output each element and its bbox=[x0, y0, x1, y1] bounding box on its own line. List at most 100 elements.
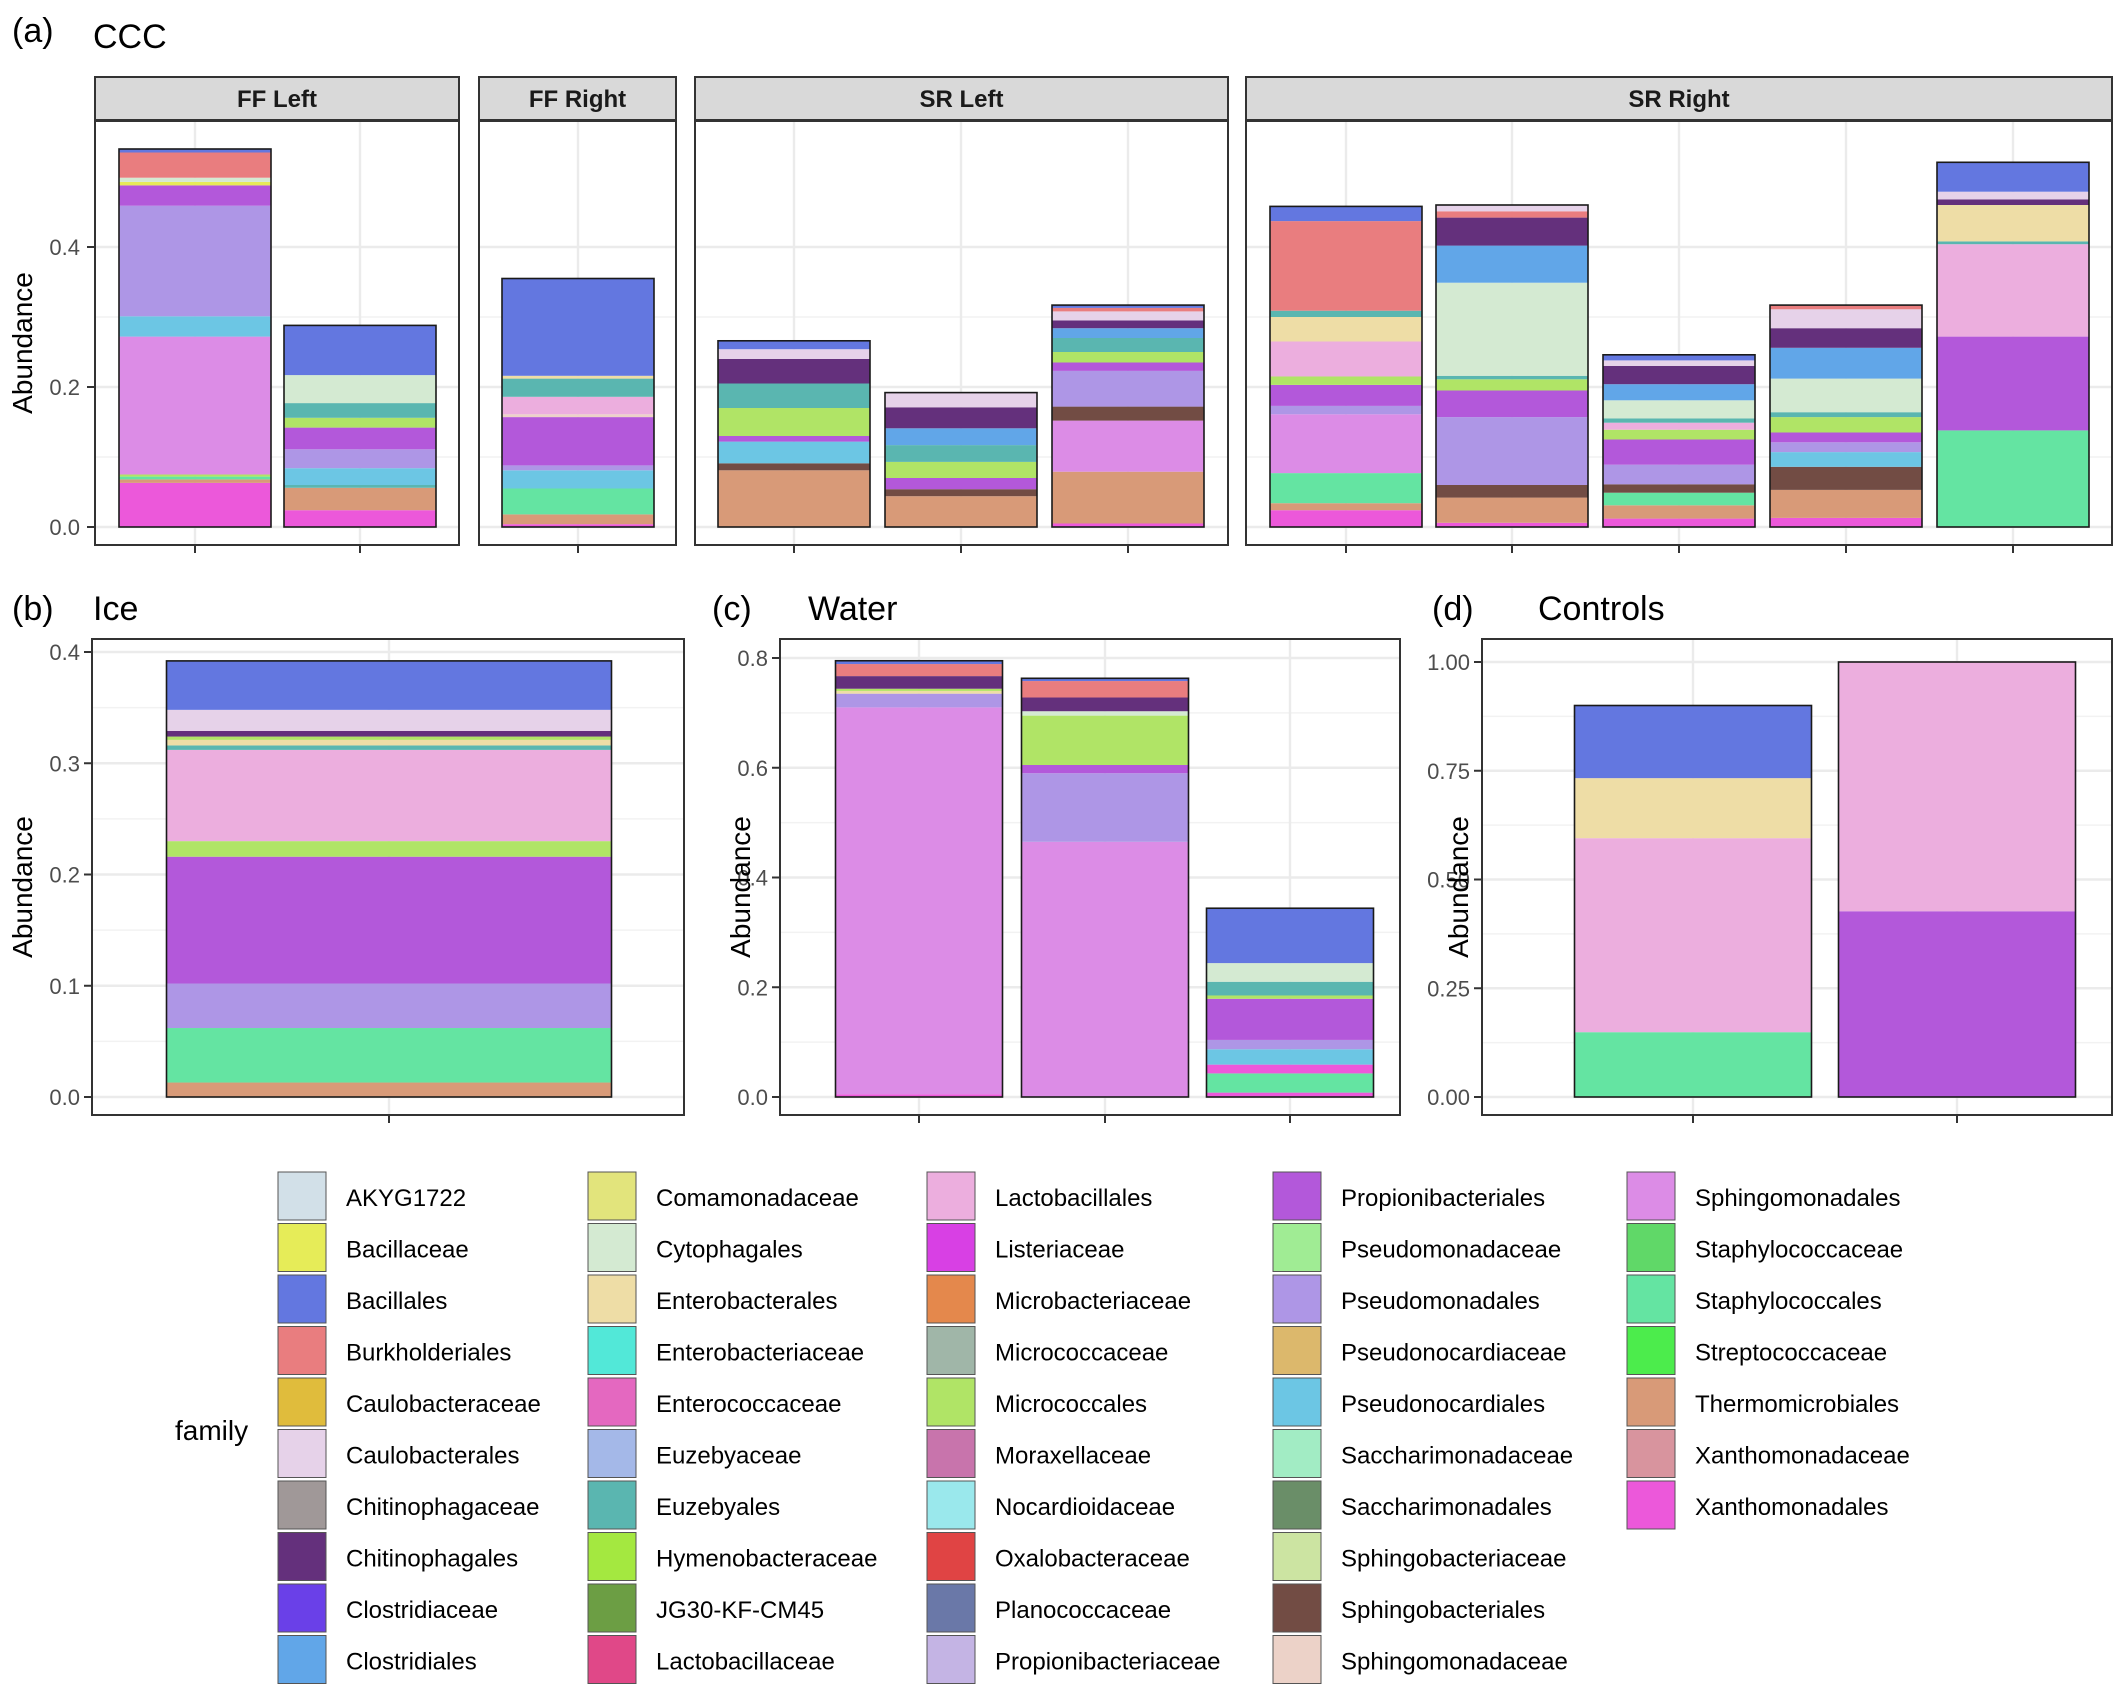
legend-label: Sphingomonadales bbox=[1695, 1185, 1901, 1212]
legend-key-pseudomonadaceae bbox=[1272, 1223, 1322, 1272]
bar-segment-bacillales bbox=[166, 660, 612, 710]
legend-label: Pseudomonadales bbox=[1341, 1288, 1540, 1315]
legend-key-caulobacteraceae bbox=[277, 1377, 327, 1427]
bar-segment-euzebyales bbox=[1770, 412, 1922, 418]
legend-key-planococcaceae bbox=[926, 1583, 976, 1633]
bar-segment-cytophagales bbox=[1021, 711, 1189, 716]
bar-segment-micrococcales bbox=[885, 461, 1037, 478]
bar-segment-staphylococcales bbox=[1603, 492, 1755, 506]
facet-strip bbox=[1245, 76, 2113, 121]
bar-segment-bacillales bbox=[718, 340, 870, 350]
legend-label: JG30-KF-CM45 bbox=[656, 1597, 824, 1624]
bar-segment-micrococcales bbox=[1206, 995, 1374, 999]
bar-segment-thermomicrobiales bbox=[1270, 503, 1422, 511]
panel-title: Ice bbox=[93, 590, 138, 628]
bar-segment-enterobacterales bbox=[1270, 317, 1422, 342]
bar-segment-burkholderiales bbox=[1770, 305, 1922, 310]
legend-key-bacillales bbox=[277, 1274, 327, 1324]
legend-key-propionibacteriales bbox=[1272, 1171, 1322, 1221]
legend-label: Moraxellaceae bbox=[995, 1443, 1151, 1470]
facet-strip-label: SR Left bbox=[920, 86, 1004, 113]
bar-segment-caulobacterales bbox=[885, 392, 1037, 408]
bar-segment-enterobacterales bbox=[835, 690, 1003, 694]
legend-label: Listeriaceae bbox=[995, 1237, 1124, 1264]
bar-segment-enterobacterales bbox=[166, 739, 612, 746]
facet-strip-label: SR Right bbox=[1628, 86, 1729, 113]
bar-segment-propionibacteriales bbox=[1436, 390, 1588, 418]
panel-border bbox=[779, 638, 1401, 1116]
legend-key-xanthomonadales bbox=[1626, 1480, 1676, 1530]
bar-segment-bacillales bbox=[1574, 705, 1812, 779]
bar-segment-euzebyales bbox=[1052, 338, 1204, 352]
bar-outline-d-0 bbox=[1573, 704, 1813, 1098]
bar-segment-chitinophagales bbox=[835, 676, 1003, 689]
bar-segment-thermomicrobiales bbox=[284, 487, 436, 511]
bar-segment-pseudonocardiales bbox=[119, 316, 271, 337]
bar-segment-pseudomonadales bbox=[1206, 1039, 1374, 1050]
bar-segment-cytophagales bbox=[1436, 282, 1588, 376]
legend-label: Saccharimonadales bbox=[1341, 1494, 1552, 1521]
bar-segment-sphingomonadales bbox=[835, 707, 1003, 1095]
frames-layer bbox=[84, 76, 2113, 1123]
legend-key-oxalobacteraceae bbox=[926, 1532, 976, 1581]
legend: family AKYG1722 Bacillaceae Bacillales Burkh… bbox=[175, 1171, 1910, 1684]
legend-label: Bacillaceae bbox=[346, 1237, 469, 1264]
bar-segment-chitinophagales bbox=[1052, 320, 1204, 329]
bar-segment-sphingobacteriales bbox=[718, 463, 870, 471]
y-tick-label: 0.00 bbox=[1427, 1085, 1470, 1110]
legend-label: Chitinophagaceae bbox=[346, 1494, 540, 1521]
legend-label: Lactobacillales bbox=[995, 1185, 1152, 1212]
legend-key-pseudonocardiaceae bbox=[1272, 1326, 1322, 1375]
panel-tag: (b) bbox=[12, 590, 54, 628]
legend-key-micrococcales bbox=[926, 1377, 976, 1427]
legend-label: Cytophagales bbox=[656, 1237, 803, 1264]
bar-outline-d-1 bbox=[1837, 661, 2077, 1098]
bar-segment-clostridiales bbox=[885, 428, 1037, 446]
y-tick-label: 0.0 bbox=[737, 1085, 768, 1110]
legend-key-saccharimonadales bbox=[1272, 1480, 1322, 1530]
bar-segment-chitinophagales bbox=[1770, 328, 1922, 348]
y-tick-label: 0.0 bbox=[49, 1085, 80, 1110]
bar-segment-pseudomonadales bbox=[284, 449, 436, 469]
bar-segment-euzebyales bbox=[885, 445, 1037, 462]
legend-label: Oxalobacteraceae bbox=[995, 1546, 1190, 1573]
bar-segment-propionibacteriales bbox=[718, 436, 870, 442]
bar-segment-lactobacillales bbox=[1838, 662, 2076, 912]
bar-segment-cytophagales bbox=[119, 177, 271, 182]
legend-key-sphingomonadaceae bbox=[1272, 1635, 1322, 1684]
bar-segment-thermomicrobiales bbox=[1436, 497, 1588, 523]
bar-outline-c-1 bbox=[1020, 677, 1190, 1098]
legend-label: Caulobacterales bbox=[346, 1443, 519, 1470]
bar-segment-cytophagales bbox=[284, 375, 436, 404]
bar-segment-euzebyales bbox=[1436, 375, 1588, 380]
facet-strip bbox=[694, 76, 1229, 121]
bar-segment-xanthomonadales bbox=[1206, 1064, 1374, 1074]
bar-segment-sphingomonadales bbox=[1270, 414, 1422, 474]
bar-outline-3-4 bbox=[1936, 161, 2090, 528]
bar-segment-micrococcales bbox=[1770, 417, 1922, 433]
legend-label: Pseudomonadaceae bbox=[1341, 1237, 1561, 1264]
bar-segment-pseudomonadales bbox=[1436, 417, 1588, 485]
bar-segment-bacillales bbox=[284, 325, 436, 376]
bar-segment-euzebyales bbox=[284, 485, 436, 488]
bar-segment-staphylococcales bbox=[1574, 1032, 1812, 1097]
legend-key-chitinophagaceae bbox=[277, 1480, 327, 1530]
bar-segment-propionibacteriales bbox=[1603, 439, 1755, 465]
legend-label: Caulobacteraceae bbox=[346, 1391, 541, 1418]
legend-label: Bacillales bbox=[346, 1288, 447, 1315]
bar-segment-cytophagales bbox=[1603, 400, 1755, 419]
text-layer: 0.0 0.2 0.4 FF Left FF Right SR Left SR Right (… bbox=[7, 12, 1730, 1110]
bar-segment-xanthomonadales bbox=[1436, 522, 1588, 527]
legend-key-listeriaceae bbox=[926, 1223, 976, 1272]
legend-label: Sphingobacteriaceae bbox=[1341, 1546, 1567, 1573]
legend-key-pseudomonadales bbox=[1272, 1274, 1322, 1324]
legend-key-streptococcaceae bbox=[1626, 1326, 1676, 1375]
panel-border bbox=[91, 638, 685, 1116]
legend-label: Propionibacteriaceae bbox=[995, 1649, 1220, 1676]
bar-segment-bacillales bbox=[1052, 305, 1204, 308]
bar-segment-caulobacterales bbox=[1937, 191, 2089, 200]
legend-key-sphingobacteriales bbox=[1272, 1583, 1322, 1633]
y-tick-label: 1.00 bbox=[1427, 650, 1470, 675]
bar-outline-c-2 bbox=[1205, 907, 1375, 1098]
legend-key-microbacteriaceae bbox=[926, 1274, 976, 1324]
